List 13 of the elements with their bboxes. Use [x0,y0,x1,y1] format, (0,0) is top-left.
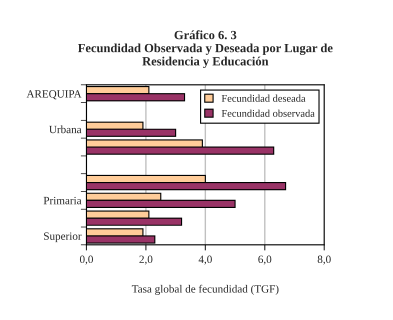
chart-title: Gráfico 6. 3 Fecundidad Observada y Deseada por Lugar de Residencia y Educación [78,30,333,68]
x-tick-label: 6,0 [258,256,272,265]
legend-label: Fecundidad observada [222,110,315,117]
x-tick-label: 4,0 [198,256,212,265]
legend-label: Fecundidad deseada [222,94,306,102]
x-tick-label: 0,0 [80,256,93,265]
y-tick-label: AREQUIPA [26,90,82,100]
x-axis-title: Tasa global de fecundidad (TGF) [132,284,279,295]
y-tick-label: Primaria [44,196,82,204]
x-tick-label: 8,0 [318,256,331,265]
y-tick-label: Superior [44,232,82,242]
x-tick-label: 2,0 [139,256,152,265]
y-tick-label: Urbana [49,125,82,134]
